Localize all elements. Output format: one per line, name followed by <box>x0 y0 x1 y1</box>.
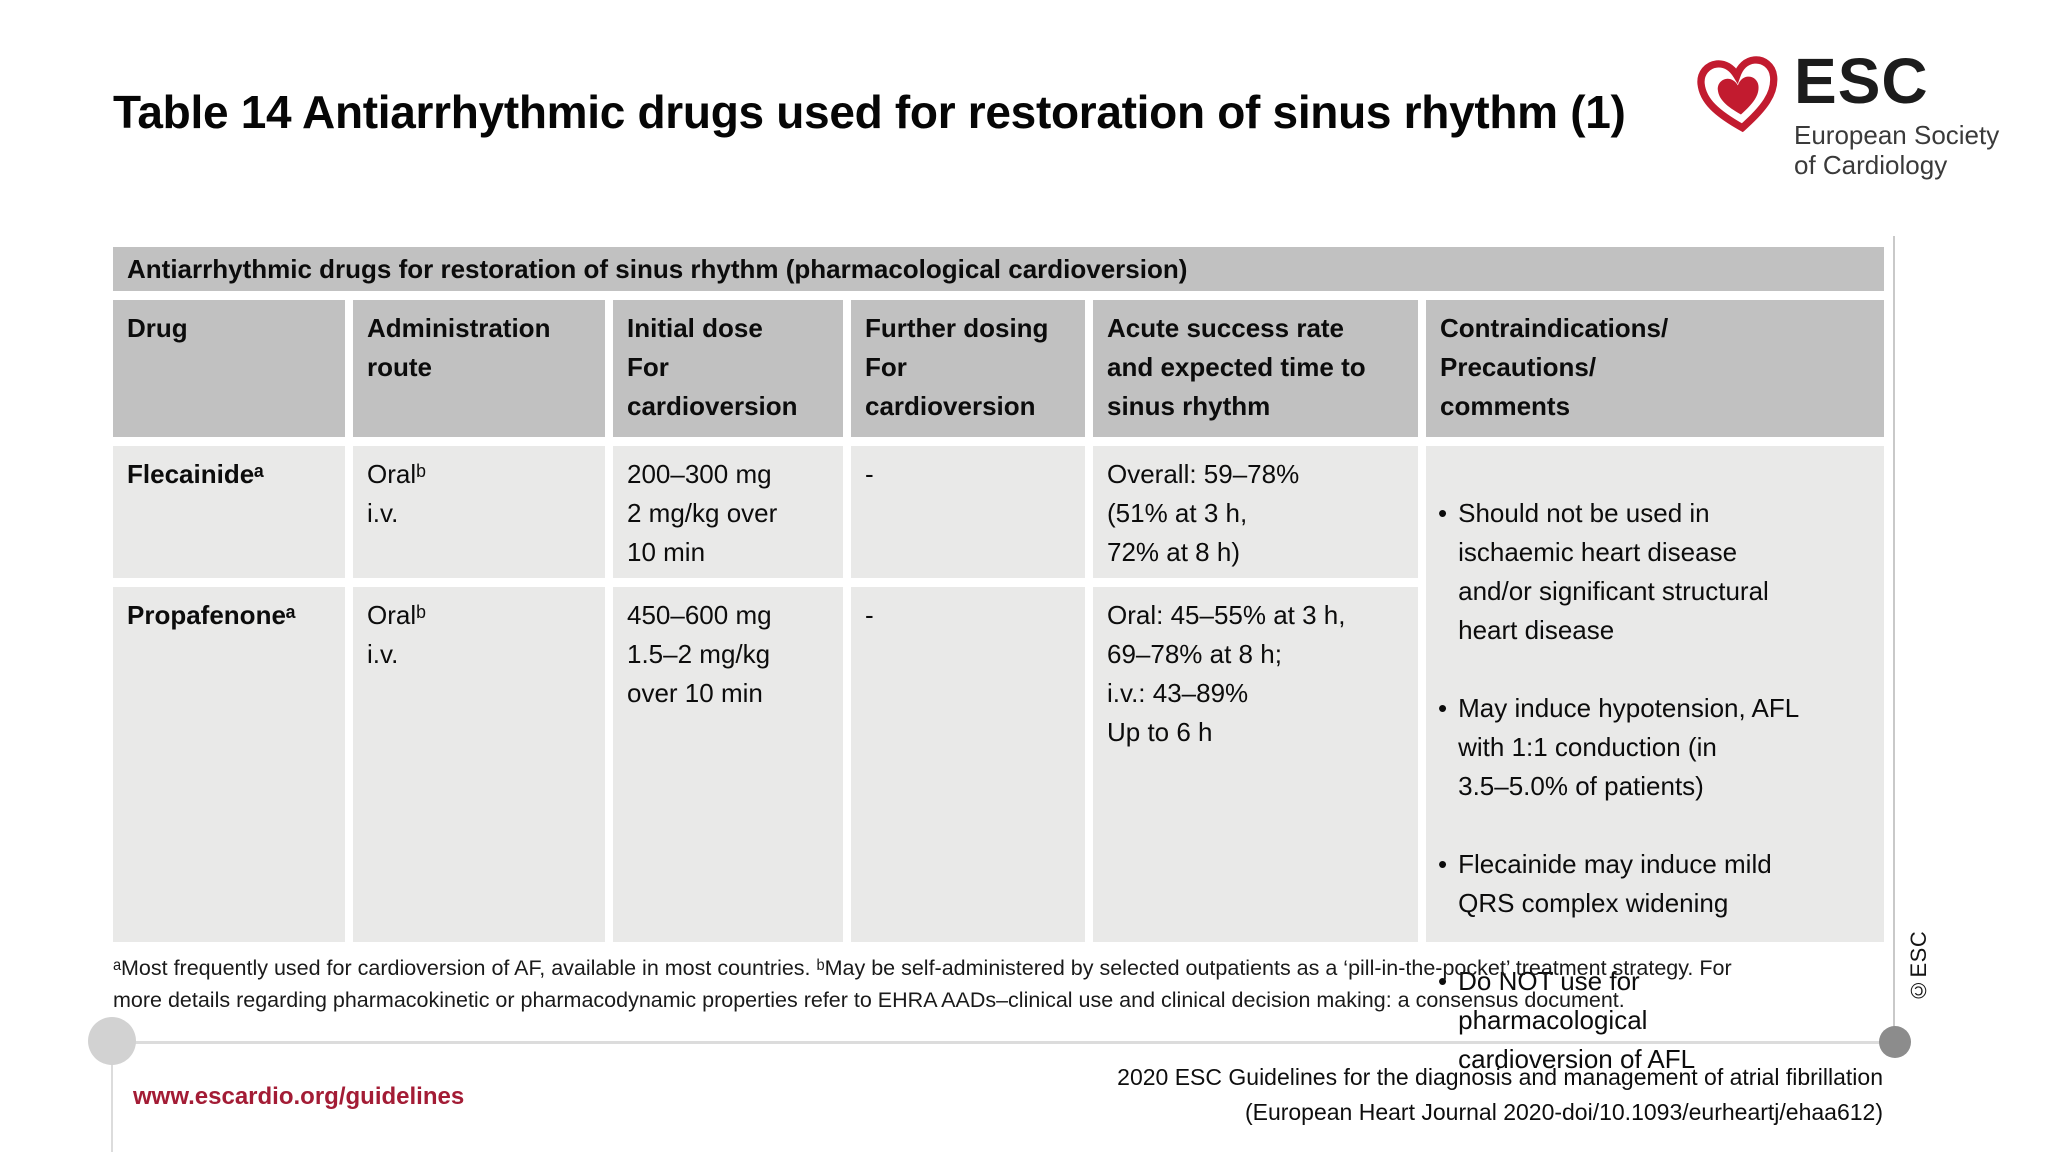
contraindication-text: Should not be used in ischaemic heart di… <box>1458 498 1769 645</box>
page-title: Table 14 Antiarrhythmic drugs used for r… <box>113 86 1626 138</box>
cell-row2-route: Oralᵇ i.v. <box>353 587 605 942</box>
cell-row2-further-dosing: - <box>851 587 1085 942</box>
esc-logo-subtitle-line1: European Society <box>1794 119 2000 150</box>
citation-block: 2020 ESC Guidelines for the diagnosis an… <box>1117 1060 1883 1129</box>
divider-vertical-left <box>111 1050 113 1152</box>
esc-logo-text: ESC European Society of Cardiology <box>1794 45 2000 181</box>
cell-row1-success-rate: Overall: 59–78% (51% at 3 h, 72% at 8 h) <box>1093 446 1418 578</box>
cell-row1-further-dosing: - <box>851 446 1085 578</box>
col-header-administration-route: Administration route <box>353 300 605 437</box>
contraindication-text: Do NOT use for pharmacological cardiover… <box>1458 966 1696 1074</box>
citation-line2: (European Heart Journal 2020-doi/10.1093… <box>1244 1098 1883 1125</box>
cell-row1-initial-dose: 200–300 mg 2 mg/kg over 10 min <box>613 446 843 578</box>
contraindication-item: May induce hypotension, AFL with 1:1 con… <box>1438 689 1878 806</box>
esc-logo-subtitle-line2: of Cardiology <box>1794 150 1948 181</box>
esc-copyright-vertical: ©ESC <box>1906 930 1931 1003</box>
esc-logo-acronym: ESC <box>1794 45 1929 117</box>
esc-logo: ESC European Society of Cardiology <box>1697 45 2000 181</box>
esc-heart-icon <box>1697 56 1778 133</box>
contraindication-text: May induce hypotension, AFL with 1:1 con… <box>1458 693 1800 801</box>
guidelines-link[interactable]: www.escardio.org/guidelines <box>133 1083 465 1110</box>
contraindication-text: Flecainide may induce mild QRS complex w… <box>1458 849 1772 918</box>
contraindication-item: Do NOT use for pharmacological cardiover… <box>1438 962 1878 1079</box>
cell-contraindications: Should not be used in ischaemic heart di… <box>1426 446 1884 1074</box>
antiarrhythmic-drug-table: Antiarrhythmic drugs for restoration of … <box>113 247 1884 1074</box>
decorative-circle-left <box>88 1017 136 1065</box>
table-banner: Antiarrhythmic drugs for restoration of … <box>113 247 1884 291</box>
col-header-contraindications: Contraindications/ Precautions/ comments <box>1426 300 1884 437</box>
cell-row1-route: Oralᵇ i.v. <box>353 446 605 578</box>
cell-row1-drug: Flecainideᵃ <box>113 446 345 578</box>
col-header-drug: Drug <box>113 300 345 437</box>
cell-row2-initial-dose: 450–600 mg 1.5–2 mg/kg over 10 min <box>613 587 843 942</box>
cell-row2-success-rate: Oral: 45–55% at 3 h, 69–78% at 8 h; i.v.… <box>1093 587 1418 942</box>
divider-horizontal <box>100 1041 1890 1044</box>
citation-line1: 2020 ESC Guidelines for the diagnosis an… <box>1117 1064 1883 1090</box>
col-header-further-dosing: Further dosing For cardioversion <box>851 300 1085 437</box>
cell-row2-drug: Propafenoneᵃ <box>113 587 345 942</box>
contraindication-item: Should not be used in ischaemic heart di… <box>1438 494 1878 650</box>
footnote: ᵃMost frequently used for cardioversion … <box>113 956 1732 1013</box>
contraindication-item: Flecainide may induce mild QRS complex w… <box>1438 845 1878 923</box>
decorative-circle-right <box>1879 1026 1911 1058</box>
col-header-initial-dose: Initial dose For cardioversion <box>613 300 843 437</box>
col-header-success-rate: Acute success rate and expected time to … <box>1093 300 1418 437</box>
divider-vertical-right <box>1893 236 1895 1042</box>
